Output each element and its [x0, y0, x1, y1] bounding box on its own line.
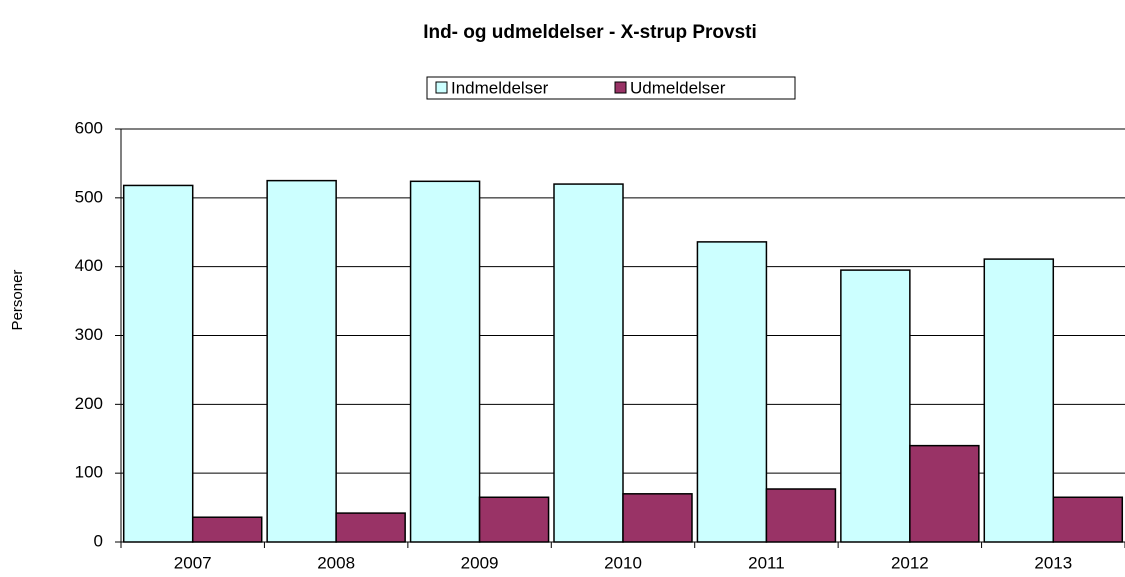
x-tick-label: 2009	[461, 553, 499, 572]
bar	[122, 184, 194, 543]
bar	[266, 179, 337, 543]
y-tick-label: 400	[75, 256, 103, 275]
bar	[696, 241, 768, 543]
bar	[983, 258, 1055, 543]
legend-label: Udmeldelser	[630, 78, 726, 97]
y-tick-label: 300	[75, 325, 103, 344]
bar	[765, 488, 837, 543]
x-tick-label: 2012	[891, 553, 929, 572]
legend-label: Indmeldelser	[451, 78, 549, 97]
x-tick-label: 2008	[317, 553, 355, 572]
y-tick-label: 100	[75, 463, 103, 482]
bar	[622, 493, 693, 543]
y-tick-label: 0	[94, 531, 103, 550]
bar	[409, 180, 481, 543]
bar	[1052, 496, 1124, 543]
bar	[909, 444, 980, 543]
y-tick-label: 500	[75, 187, 103, 206]
y-axis-label: Personer	[9, 270, 26, 331]
x-tick-label: 2011	[748, 553, 785, 572]
y-tick-label: 600	[75, 118, 103, 137]
x-tick-label: 2013	[1034, 553, 1072, 572]
bar	[840, 269, 911, 543]
bar	[191, 516, 263, 543]
bar	[553, 183, 624, 543]
x-tick-label: 2010	[604, 553, 642, 572]
y-tick-label: 200	[75, 394, 103, 413]
legend-swatch	[614, 81, 627, 94]
bar	[478, 496, 550, 543]
chart-title: Ind- og udmeldelser - X-strup Provsti	[423, 22, 757, 43]
legend-swatch	[435, 81, 448, 94]
x-tick-label: 2007	[174, 553, 212, 572]
legend-box	[426, 76, 796, 100]
bar	[335, 512, 406, 543]
